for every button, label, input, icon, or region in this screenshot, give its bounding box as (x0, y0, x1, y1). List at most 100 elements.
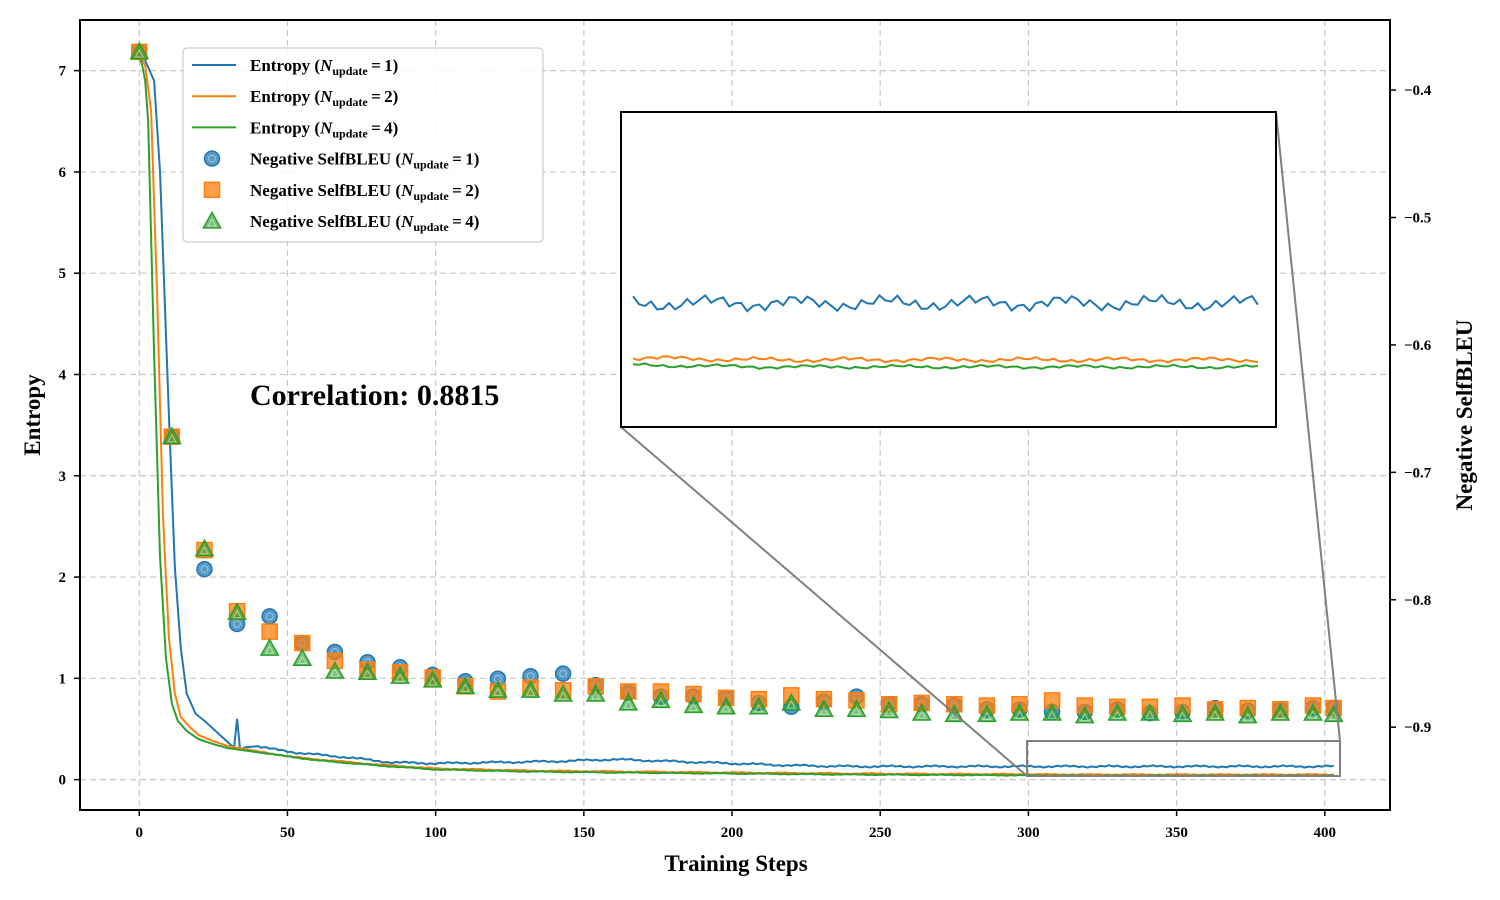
left-y-tick-label-5: 5 (59, 266, 67, 282)
right-y-axis-title: Negative SelfBLEU (1452, 319, 1477, 510)
selfbleu-marker-n4-6-hatch (330, 668, 340, 677)
selfbleu-marker-n1-4 (261, 608, 278, 625)
selfbleu-marker-n1-13 (554, 665, 572, 682)
selfbleu-marker-n4-2-hatch (199, 545, 210, 555)
legend-label-marker-n2: Negative SelfBLEU (Nupdate = 2) (250, 181, 479, 203)
left-y-tick-label-2: 2 (59, 570, 67, 586)
x-tick-label-0: 0 (136, 825, 144, 841)
inset-entropy-line-n2 (632, 355, 1259, 364)
selfbleu-marker-n4-18-hatch (721, 703, 731, 713)
selfbleu-marker-n4-16 (651, 690, 671, 709)
selfbleu-marker-n4-10 (455, 676, 476, 695)
selfbleu-marker-n4-1 (161, 426, 182, 445)
selfbleu-marker-n4-7 (357, 662, 378, 681)
right-y-tick-label-5: −0.9 (1404, 720, 1431, 736)
zoom-region-box (1026, 740, 1341, 777)
selfbleu-marker-n4-31 (1140, 702, 1160, 721)
entropy-line-n1 (138, 54, 1334, 769)
selfbleu-marker-n4-0 (129, 41, 150, 60)
selfbleu-marker-n4-33 (1205, 702, 1226, 721)
selfbleu-marker-n1-13-hatch (559, 669, 567, 678)
selfbleu-markers (129, 41, 1344, 724)
inset-entropy-line-n1 (632, 293, 1259, 313)
plot-frame (79, 19, 1391, 811)
selfbleu-marker-n1-3-hatch (233, 620, 241, 628)
x-tick-label-100: 100 (424, 825, 447, 841)
selfbleu-marker-n4-24-hatch (916, 710, 927, 719)
inset-plot (632, 293, 1259, 370)
selfbleu-marker-n4-2 (194, 538, 215, 557)
legend-label-line-n1: Entropy (Nupdate = 1) (250, 56, 398, 78)
legend-swatch-selfbleu-n1 (203, 150, 221, 167)
right-y-tick-label-2: −0.6 (1404, 338, 1432, 354)
x-tick-label-150: 150 (573, 825, 596, 841)
x-axis-ticks: 0 50 100 150 200 250 300 350 400 (136, 810, 1336, 841)
selfbleu-marker-n1-13-shape (554, 665, 572, 682)
selfbleu-marker-n4-23 (879, 700, 900, 719)
selfbleu-marker-n1-3 (228, 615, 246, 633)
selfbleu-marker-n4-35-hatch (1275, 710, 1286, 719)
selfbleu-marker-n4-36-hatch (1308, 710, 1318, 719)
selfbleu-marker-n4-13 (553, 683, 573, 702)
selfbleu-marker-n4-29 (1074, 705, 1095, 724)
inset-frame (620, 111, 1277, 428)
right-y-axis-ticks: −0.4 −0.5 −0.6 −0.7 −0.8 −0.9 (1390, 83, 1432, 736)
selfbleu-marker-n4-32-hatch (1177, 711, 1188, 721)
selfbleu-marker-n4-30 (1107, 702, 1128, 721)
x-tick-label-50: 50 (280, 825, 295, 841)
selfbleu-marker-n4-29-hatch (1079, 712, 1090, 722)
selfbleu-marker-n4-4 (259, 638, 280, 656)
left-y-axis-ticks: 0 1 2 3 4 5 6 7 (59, 64, 80, 789)
selfbleu-marker-n4-4-hatch (264, 645, 275, 654)
correlation-annotation: Correlation: 0.8815 (250, 379, 499, 412)
selfbleu-marker-n4-13-hatch (558, 691, 568, 700)
right-y-tick-label-3: −0.7 (1404, 465, 1432, 481)
selfbleu-marker-n4-7-hatch (362, 669, 373, 678)
selfbleu-marker-n4-27-hatch (1014, 710, 1025, 719)
selfbleu-marker-n4-14 (585, 683, 606, 702)
left-y-axis-title: Entropy (20, 374, 45, 456)
selfbleu-marker-n1-2-hatch (200, 565, 209, 574)
selfbleu-marker-n4-20 (781, 692, 802, 711)
selfbleu-marker-n4-1-hatch (167, 433, 177, 443)
selfbleu-marker-n4-17 (683, 695, 704, 714)
selfbleu-marker-n4-14-hatch (590, 691, 601, 700)
legend-label-marker-n4: Negative SelfBLEU (Nupdate = 4) (250, 212, 479, 234)
selfbleu-marker-n1-2-shape (196, 560, 213, 578)
selfbleu-marker-n4-21-hatch (819, 706, 829, 715)
selfbleu-marker-n4-19-hatch (753, 703, 764, 713)
legend-swatch-selfbleu-n2-shape (203, 181, 221, 199)
x-axis-title: Training Steps (664, 851, 807, 876)
x-tick-label-200: 200 (721, 825, 744, 841)
right-y-tick-label-4: −0.8 (1404, 593, 1431, 609)
zoom-connector-left (620, 426, 1028, 777)
selfbleu-marker-n4-5-hatch (297, 655, 308, 664)
zoom-connector-right (1275, 111, 1341, 742)
selfbleu-marker-n4-8-hatch (395, 673, 405, 682)
x-tick-label-300: 300 (1017, 825, 1040, 841)
legend: Entropy (Nupdate = 1) Entropy (Nupdate = … (182, 47, 544, 243)
selfbleu-marker-n4-30-hatch (1112, 710, 1123, 719)
entropy-line-n2 (138, 54, 1334, 777)
selfbleu-marker-n1-2 (196, 560, 213, 578)
legend-swatch-selfbleu-n4 (202, 210, 222, 229)
left-y-tick-label-0: 0 (59, 773, 67, 789)
zoom-inset (620, 111, 1277, 428)
right-y-tick-label-1: −0.5 (1404, 211, 1431, 227)
selfbleu-marker-n2-4 (261, 623, 278, 640)
selfbleu-marker-n4-21 (814, 699, 834, 717)
selfbleu-marker-n4-18 (716, 696, 737, 715)
selfbleu-marker-n4-0-hatch (134, 48, 145, 58)
selfbleu-marker-n2-4-shape (261, 623, 278, 640)
legend-label-marker-n1: Negative SelfBLEU (Nupdate = 1) (250, 150, 479, 172)
selfbleu-marker-n4-15 (618, 692, 639, 711)
selfbleu-marker-n4-32 (1172, 704, 1193, 723)
legend-label-line-n4: Entropy (Nupdate = 4) (250, 118, 398, 140)
selfbleu-marker-n4-22-hatch (851, 706, 862, 715)
selfbleu-marker-n4-17-hatch (688, 702, 699, 712)
x-tick-label-350: 350 (1165, 825, 1188, 841)
selfbleu-marker-n4-9 (422, 669, 443, 688)
selfbleu-marker-n4-26-hatch (982, 711, 992, 721)
left-y-tick-label-7: 7 (59, 64, 67, 80)
selfbleu-marker-n4-10-hatch (460, 683, 471, 693)
